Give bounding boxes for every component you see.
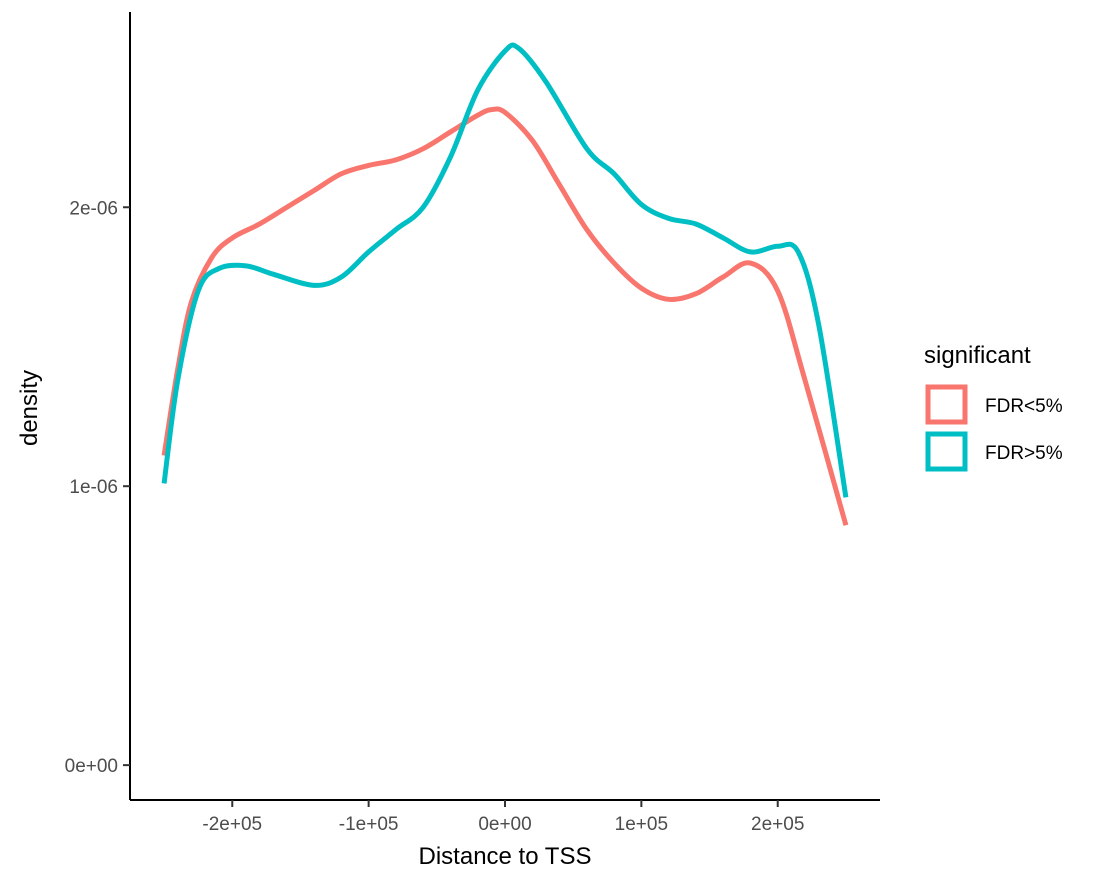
series-lines bbox=[161, 42, 849, 526]
legend-label: FDR>5% bbox=[985, 443, 1063, 464]
x-tick-label: 1e+05 bbox=[615, 814, 668, 835]
legend-key bbox=[925, 431, 968, 472]
y-tick-label: 2e-06 bbox=[69, 198, 118, 219]
legend-label: FDR<5% bbox=[985, 396, 1063, 417]
x-tick-label: -1e+05 bbox=[339, 814, 399, 835]
y-axis-title: density bbox=[16, 370, 43, 446]
legend-title: significant bbox=[924, 342, 1031, 369]
x-tick-label: 2e+05 bbox=[751, 814, 804, 835]
y-axis-ticks: 0e+00 1e-06 2e-06 bbox=[65, 198, 130, 777]
x-tick-label: 0e+00 bbox=[478, 814, 531, 835]
legend: FDR<5% FDR>5% bbox=[925, 384, 1063, 472]
legend-key bbox=[925, 384, 968, 425]
series-line-1 bbox=[161, 106, 849, 526]
y-tick-label: 1e-06 bbox=[69, 477, 118, 498]
series-line-2 bbox=[161, 42, 849, 498]
x-axis-title: Distance to TSS bbox=[419, 843, 592, 870]
x-tick-label: -2e+05 bbox=[202, 814, 262, 835]
x-axis-ticks: -2e+05 -1e+05 0e+00 1e+05 2e+05 bbox=[202, 800, 804, 835]
y-tick-label: 0e+00 bbox=[65, 756, 118, 777]
